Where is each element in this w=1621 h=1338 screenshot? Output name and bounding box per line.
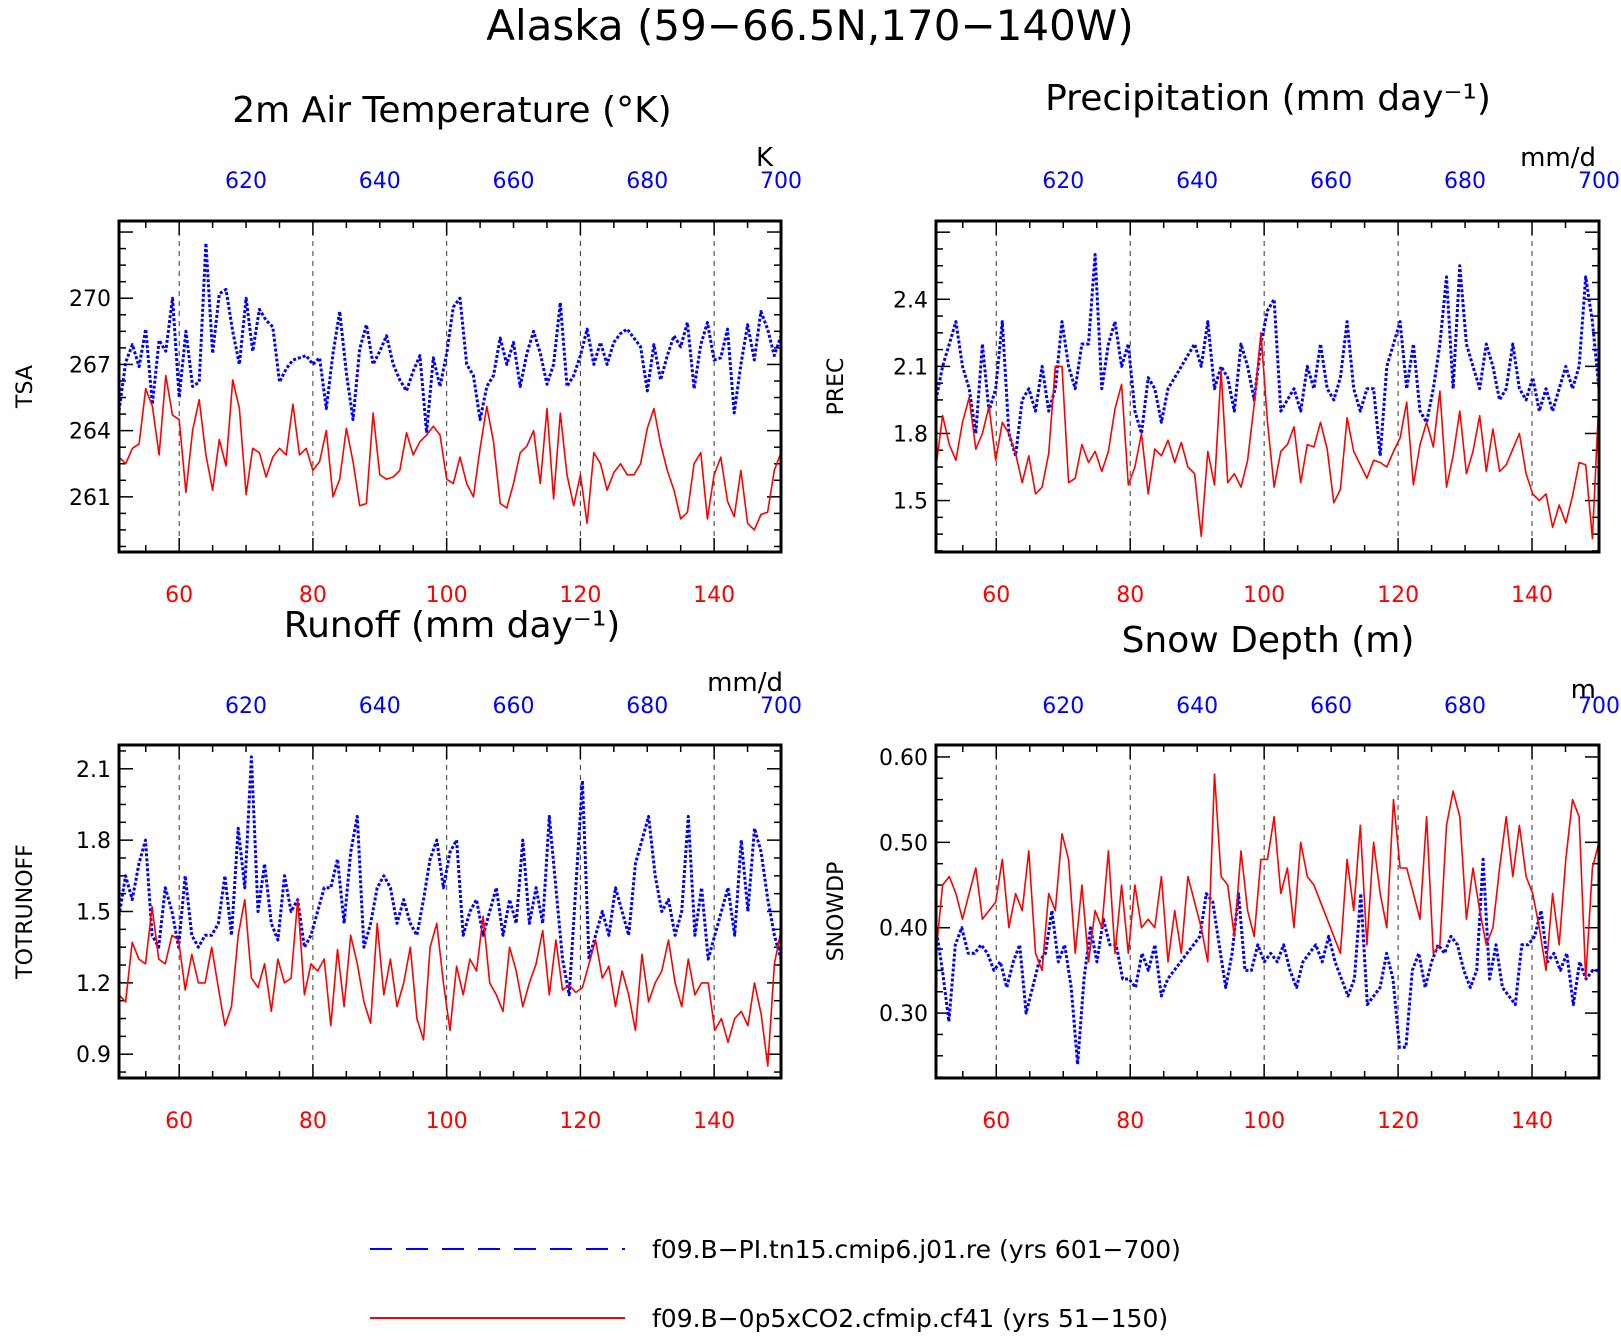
x-tick-label: 100 bbox=[426, 1109, 468, 1134]
x-tick-label: 140 bbox=[1511, 583, 1553, 608]
y-tick-label: 1.5 bbox=[893, 490, 928, 515]
y-tick-label: 1.5 bbox=[76, 901, 111, 926]
x-tick-label: 80 bbox=[1116, 583, 1144, 608]
y-tick-label: 1.2 bbox=[76, 972, 111, 997]
x-tick-label: 140 bbox=[1511, 1109, 1553, 1134]
units-label: K bbox=[756, 143, 774, 173]
x2-tick-label: 620 bbox=[1042, 694, 1084, 719]
y-tick-label: 2.1 bbox=[76, 758, 111, 783]
y-tick-label: 0.50 bbox=[879, 831, 928, 856]
plot-frame bbox=[117, 743, 783, 1080]
series-line-blue bbox=[934, 253, 1601, 458]
x2-tick-label: 700 bbox=[760, 694, 802, 719]
plot-frame bbox=[117, 219, 783, 554]
x2-tick-label: 680 bbox=[626, 694, 668, 719]
y-axis-label: TOTRUNOFF bbox=[13, 844, 38, 980]
y-tick-label: 264 bbox=[69, 420, 111, 445]
x2-tick-label: 680 bbox=[1444, 694, 1486, 719]
series-line-red bbox=[118, 898, 782, 1067]
x-tick-label: 120 bbox=[1377, 583, 1419, 608]
panel-tsa: 2m Air Temperature (°K) K TSA 261 264 267 270 6… bbox=[13, 90, 802, 608]
plot-frame bbox=[934, 219, 1601, 554]
y-tick-label: 0.30 bbox=[879, 1002, 928, 1027]
x-tick-label: 60 bbox=[165, 583, 193, 608]
x2-tick-label: 700 bbox=[1578, 694, 1620, 719]
x-tick-label: 120 bbox=[559, 583, 601, 608]
legend: f09.B−PI.tn15.cmip6.j01.re (yrs 601−700)… bbox=[370, 1235, 1181, 1333]
x2-tick-label: 660 bbox=[1310, 694, 1352, 719]
y-tick-label: 2.1 bbox=[893, 355, 928, 380]
panel-title-prec: Precipitation (mm day⁻¹) bbox=[1045, 78, 1491, 119]
panel-title-totrunoff: Runoff (mm day⁻¹) bbox=[284, 605, 621, 646]
series-line-red bbox=[935, 331, 1600, 540]
legend-label-red: f09.B−0p5xCO2.cfmip.cf41 (yrs 51−150) bbox=[652, 1304, 1168, 1333]
series-line-blue bbox=[934, 857, 1599, 1066]
plot-frame bbox=[934, 743, 1601, 1080]
x2-tick-label: 660 bbox=[493, 694, 535, 719]
series-line-red bbox=[935, 773, 1600, 980]
y-tick-label: 261 bbox=[69, 486, 111, 511]
units-label: m bbox=[1571, 675, 1596, 705]
y-tick-label: 1.8 bbox=[76, 829, 111, 854]
y-tick-label: 0.9 bbox=[76, 1043, 111, 1068]
x-tick-label: 100 bbox=[426, 583, 468, 608]
legend-label-blue: f09.B−PI.tn15.cmip6.j01.re (yrs 601−700) bbox=[652, 1235, 1181, 1264]
x2-tick-label: 640 bbox=[1176, 694, 1218, 719]
y-tick-label: 0.60 bbox=[879, 746, 928, 771]
units-label: mm/d bbox=[1520, 143, 1596, 173]
series-line-blue bbox=[117, 755, 783, 997]
y-tick-label: 2.4 bbox=[893, 288, 928, 313]
x-tick-label: 80 bbox=[299, 1109, 327, 1134]
panel-snowdp: Snow Depth (m) m SNOWDP 0.30 0.40 0.50 0.60 60 8… bbox=[824, 620, 1620, 1134]
x-tick-label: 140 bbox=[693, 1109, 735, 1134]
x2-tick-label: 640 bbox=[1176, 169, 1218, 194]
x-tick-label: 60 bbox=[982, 583, 1010, 608]
units-label: mm/d bbox=[707, 668, 783, 698]
panel-title-snowdp: Snow Depth (m) bbox=[1122, 620, 1415, 661]
x2-tick-label: 620 bbox=[225, 694, 267, 719]
panel-title-tsa: 2m Air Temperature (°K) bbox=[232, 90, 671, 131]
x-tick-label: 120 bbox=[559, 1109, 601, 1134]
y-axis-label: SNOWDP bbox=[824, 862, 849, 962]
x2-tick-label: 680 bbox=[626, 169, 668, 194]
x2-tick-label: 640 bbox=[359, 169, 401, 194]
x-tick-label: 140 bbox=[693, 583, 735, 608]
y-axis-label: TSA bbox=[13, 365, 38, 409]
x-tick-label: 60 bbox=[982, 1109, 1010, 1134]
x-tick-label: 80 bbox=[299, 583, 327, 608]
panel-prec: Precipitation (mm day⁻¹) mm/d PREC 1.5 1.8 2.… bbox=[824, 78, 1620, 608]
x2-tick-label: 680 bbox=[1444, 169, 1486, 194]
y-tick-label: 270 bbox=[69, 287, 111, 312]
x2-tick-label: 660 bbox=[1310, 169, 1352, 194]
x-tick-label: 60 bbox=[165, 1109, 193, 1134]
x2-tick-label: 660 bbox=[493, 169, 535, 194]
panel-totrunoff: Runoff (mm day⁻¹) mm/d TOTRUNOFF 0.9 1.2 1.5 1… bbox=[13, 605, 802, 1134]
x2-tick-label: 700 bbox=[760, 169, 802, 194]
x2-tick-label: 700 bbox=[1578, 169, 1620, 194]
series-line-blue bbox=[117, 241, 783, 435]
y-tick-label: 1.8 bbox=[893, 422, 928, 447]
y-tick-label: 267 bbox=[69, 353, 111, 378]
x-tick-label: 100 bbox=[1243, 1109, 1285, 1134]
x2-tick-label: 620 bbox=[1042, 169, 1084, 194]
series-line-red bbox=[118, 374, 782, 531]
x-tick-label: 80 bbox=[1116, 1109, 1144, 1134]
y-axis-label: PREC bbox=[824, 358, 849, 416]
x2-tick-label: 640 bbox=[359, 694, 401, 719]
x2-tick-label: 620 bbox=[225, 169, 267, 194]
figure-title: Alaska (59−66.5N,170−140W) bbox=[486, 1, 1133, 50]
x-tick-label: 100 bbox=[1243, 583, 1285, 608]
y-tick-label: 0.40 bbox=[879, 917, 928, 942]
x-tick-label: 120 bbox=[1377, 1109, 1419, 1134]
